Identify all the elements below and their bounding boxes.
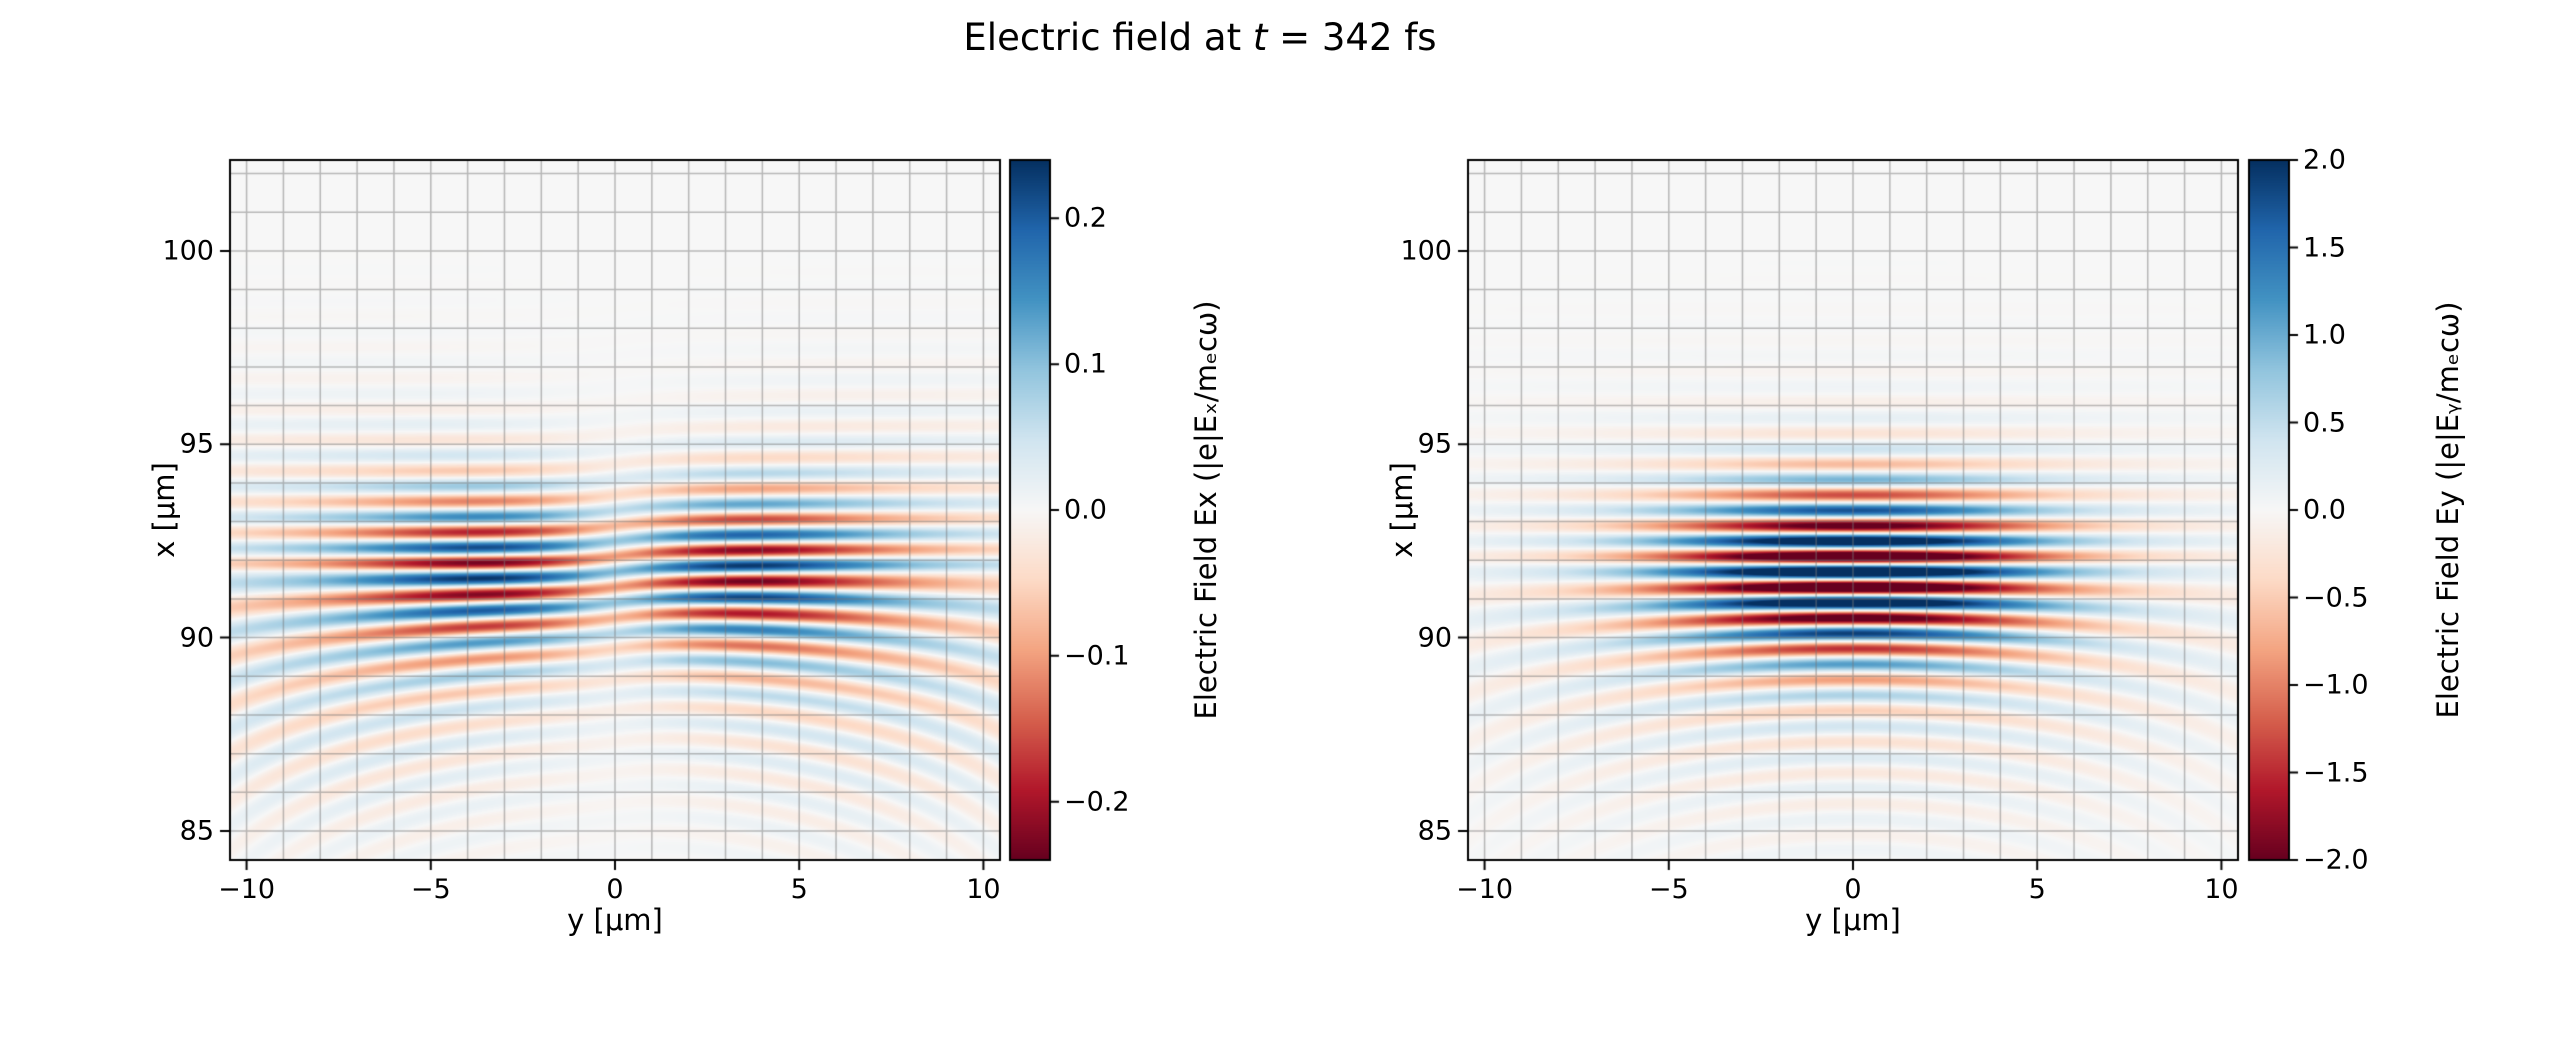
colorbar-tick-label: 1.0 — [2303, 319, 2346, 351]
x-tick-label: 5 — [2028, 874, 2046, 905]
y-tick-label: 95 — [179, 428, 214, 460]
x-tick-label: 10 — [2204, 874, 2239, 905]
x-tick-label: 10 — [966, 874, 1001, 905]
title-prefix: Electric field at — [963, 16, 1253, 59]
x-tick-label: −5 — [1648, 874, 1689, 905]
colorbar-tick-label: −0.1 — [1064, 640, 1130, 672]
colorbar-tick-label: −0.5 — [2303, 582, 2369, 613]
x-tick-label: −10 — [1456, 874, 1514, 905]
y-tick-label: 85 — [1417, 815, 1452, 847]
title-variable: t — [1252, 16, 1268, 59]
x-tick-label: 5 — [790, 874, 808, 905]
x-axis-label-ey: y [μm] — [1805, 903, 1901, 937]
colorbar-tick-label: −2.0 — [2303, 844, 2369, 876]
y-axis-label-ey: x [μm] — [1385, 462, 1419, 558]
figure-title: Electric field at t = 342 fs — [963, 16, 1436, 59]
colorbar-tick-label: 0.0 — [1064, 494, 1107, 526]
colorbar-label-ex: Electric Field Ex (|e|Eₓ/mₑcω) — [1189, 300, 1223, 720]
colorbar-label-ey: Electric Field Ey (|e|Eᵧ/mₑcω) — [2431, 301, 2465, 719]
y-tick-label: 90 — [1417, 622, 1452, 654]
colorbar-tick-label: 2.0 — [2303, 144, 2346, 176]
colorbar-tick-label: 1.5 — [2303, 232, 2346, 263]
title-suffix: = 342 fs — [1267, 16, 1437, 59]
colorbar-tick-label: −1.5 — [2303, 757, 2369, 788]
x-tick-label: −10 — [218, 874, 276, 905]
y-axis-label-ex: x [μm] — [147, 462, 181, 558]
colorbar-tick-label: −1.0 — [2303, 669, 2369, 701]
x-tick-label: 0 — [606, 874, 624, 905]
y-tick-label: 95 — [1417, 428, 1452, 460]
colorbar-tick-label: 0.0 — [2303, 494, 2346, 526]
colorbar-tick-label: −0.2 — [1064, 786, 1130, 818]
x-tick-label: 0 — [1844, 874, 1862, 905]
y-tick-label: 90 — [179, 622, 214, 654]
y-tick-label: 100 — [1400, 235, 1452, 267]
x-tick-label: −5 — [410, 874, 451, 905]
x-axis-label-ex: y [μm] — [567, 903, 663, 937]
colorbar-tick-label: 0.2 — [1064, 202, 1107, 234]
colorbar-tick-label: 0.5 — [2303, 407, 2346, 438]
y-tick-label: 100 — [162, 235, 214, 267]
y-tick-label: 85 — [179, 815, 214, 847]
colorbar-tick-label: 0.1 — [1064, 348, 1107, 380]
